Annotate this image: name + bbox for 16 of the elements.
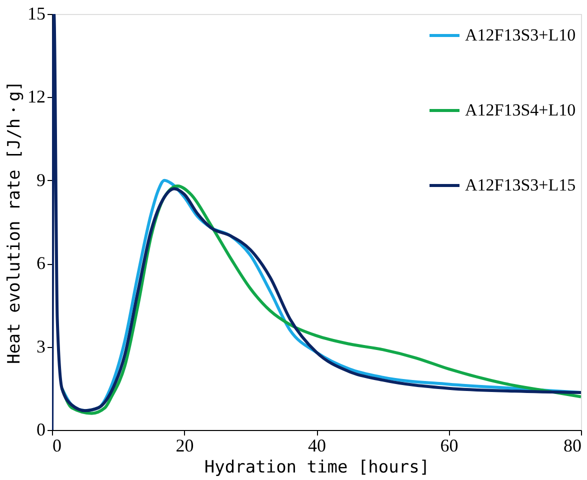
- x-axis-title: Hydration time [hours]: [204, 458, 430, 478]
- x-tick-label: 20: [176, 436, 194, 456]
- y-tick-label: 3: [36, 336, 46, 356]
- x-tick-label: 60: [440, 436, 458, 456]
- y-tick-label: 9: [36, 170, 46, 190]
- x-tick-label: 40: [308, 436, 326, 456]
- x-tick-label: 0: [52, 436, 62, 456]
- y-tick-label: 12: [28, 86, 46, 107]
- y-tick-label: 6: [36, 253, 46, 274]
- y-tick-label: 0: [36, 420, 46, 440]
- x-tick-label: 80: [564, 436, 582, 456]
- legend-label: A12F13S3+L15: [465, 176, 576, 194]
- legend-label: A12F13S4+L10: [465, 100, 576, 120]
- legend-label: A12F13S3+L10: [465, 26, 576, 44]
- y-axis-title: Heat evolution rate [J/h・g]: [4, 80, 24, 364]
- y-tick-label: 15: [28, 4, 46, 24]
